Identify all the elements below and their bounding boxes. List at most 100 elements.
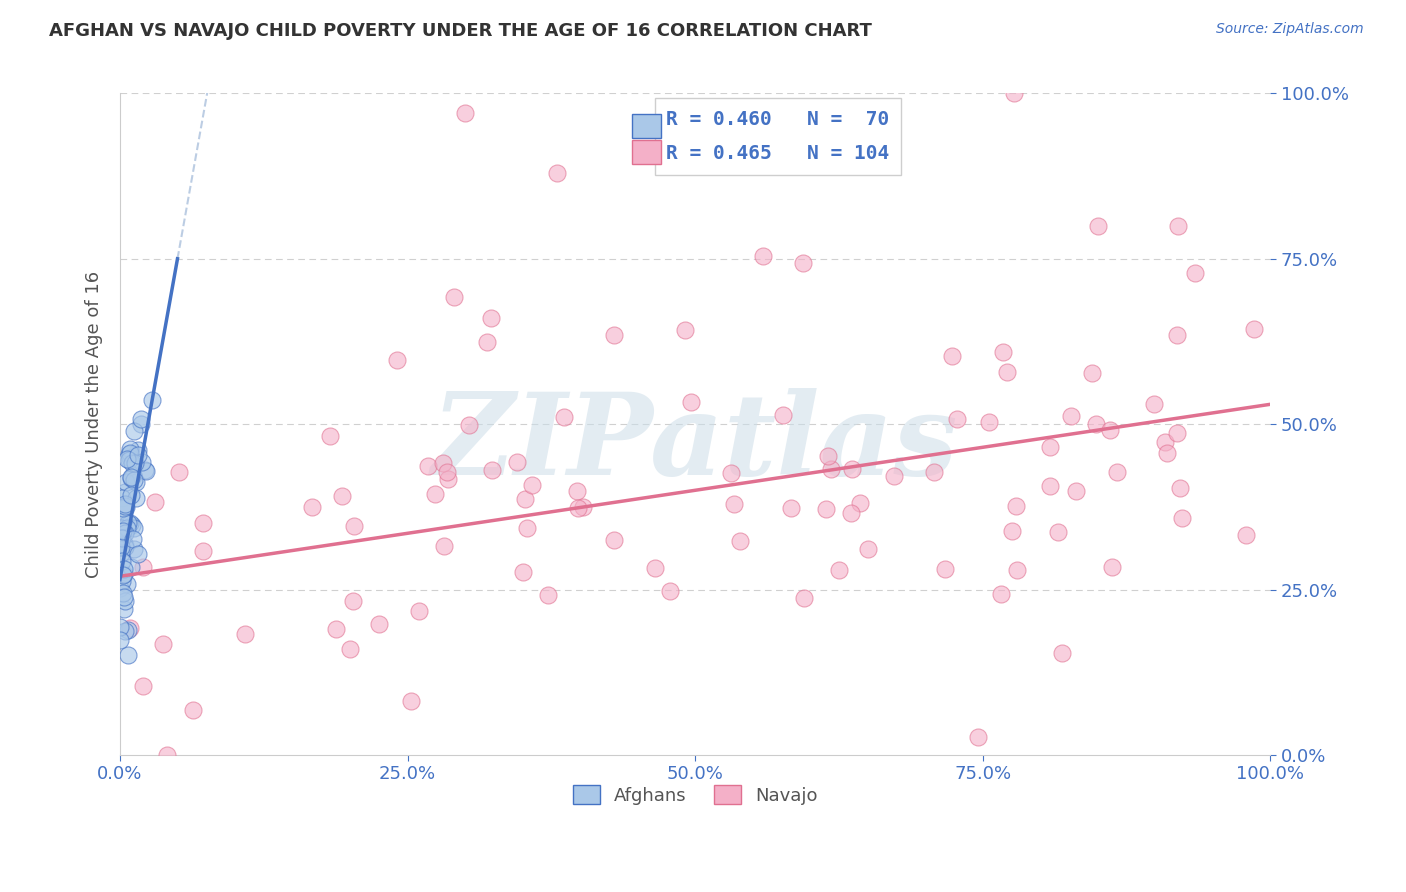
Point [343,518,366,533]
Point [817,449,839,463]
Point [111,568,134,582]
Point [779,500,801,515]
Point [114,593,136,607]
Point [436,465,458,479]
Point [167,466,190,480]
Point [416,458,439,473]
Point [425,486,447,500]
Point [124,456,146,470]
Point [112,585,135,599]
Point [1234,528,1257,542]
Point [433,539,456,553]
Point [814,501,837,516]
Point [1171,511,1194,525]
Point [122,474,145,488]
Point [839,506,862,520]
Point [330,489,353,503]
Point [114,539,136,553]
Point [658,584,681,599]
Point [1143,397,1166,411]
Point [141,392,163,407]
Point [125,475,148,489]
Point [114,540,136,554]
Point [111,574,134,589]
Point [120,621,142,635]
Point [1087,219,1109,233]
Point [110,541,132,555]
Point [110,523,132,537]
Point [181,703,204,717]
Point [120,488,142,502]
Point [553,410,575,425]
Point [110,521,132,535]
Point [114,500,136,514]
Point [1243,322,1265,336]
Point [454,106,477,120]
Point [512,566,534,580]
Point [339,642,361,657]
Point [793,591,815,606]
Point [1060,409,1083,423]
Point [603,533,626,547]
Point [1167,219,1189,233]
Point [112,524,135,538]
Point [122,542,145,557]
Point [387,352,409,367]
Point [120,559,142,574]
Point [1107,465,1129,479]
Point [122,533,145,547]
Point [408,603,430,617]
Point [135,464,157,478]
Point [681,395,703,409]
Point [125,491,148,505]
Point [849,496,872,510]
Point [603,328,626,343]
Point [112,601,135,615]
Point [121,456,143,470]
Point [129,417,152,431]
Point [110,529,132,543]
Point [121,518,143,533]
Point [121,469,143,483]
Text: R = 0.460   N =  70
R = 0.465   N = 104: R = 0.460 N = 70 R = 0.465 N = 104 [666,110,890,163]
Point [1005,500,1028,514]
Point [967,730,990,744]
Point [479,310,502,325]
Point [841,461,863,475]
Point [1005,563,1028,577]
Point [1156,446,1178,460]
Point [751,250,773,264]
Point [122,424,145,438]
Point [122,467,145,482]
Point [325,622,347,636]
Point [342,593,364,607]
Point [108,632,131,647]
Point [112,501,135,516]
Point [1170,481,1192,495]
Point [152,637,174,651]
Point [792,256,814,270]
Point [457,418,479,433]
Point [1001,524,1024,538]
Point [118,446,141,460]
Point [828,563,851,577]
Point [977,415,1000,429]
Text: Source: ZipAtlas.com: Source: ZipAtlas.com [1216,22,1364,37]
Point [1153,435,1175,450]
Text: AFGHAN VS NAVAJO CHILD POVERTY UNDER THE AGE OF 16 CORRELATION CHART: AFGHAN VS NAVAJO CHILD POVERTY UNDER THE… [49,22,872,40]
Point [156,747,179,762]
Point [673,323,696,337]
Point [118,453,141,467]
Point [995,365,1018,379]
Point [117,577,139,591]
Point [522,477,544,491]
Point [730,533,752,548]
Point [475,334,498,349]
Point [111,532,134,546]
Point [934,562,956,576]
Point [567,500,589,515]
Point [572,500,595,514]
Point [1047,524,1070,539]
Point [111,554,134,568]
Point [318,428,340,442]
